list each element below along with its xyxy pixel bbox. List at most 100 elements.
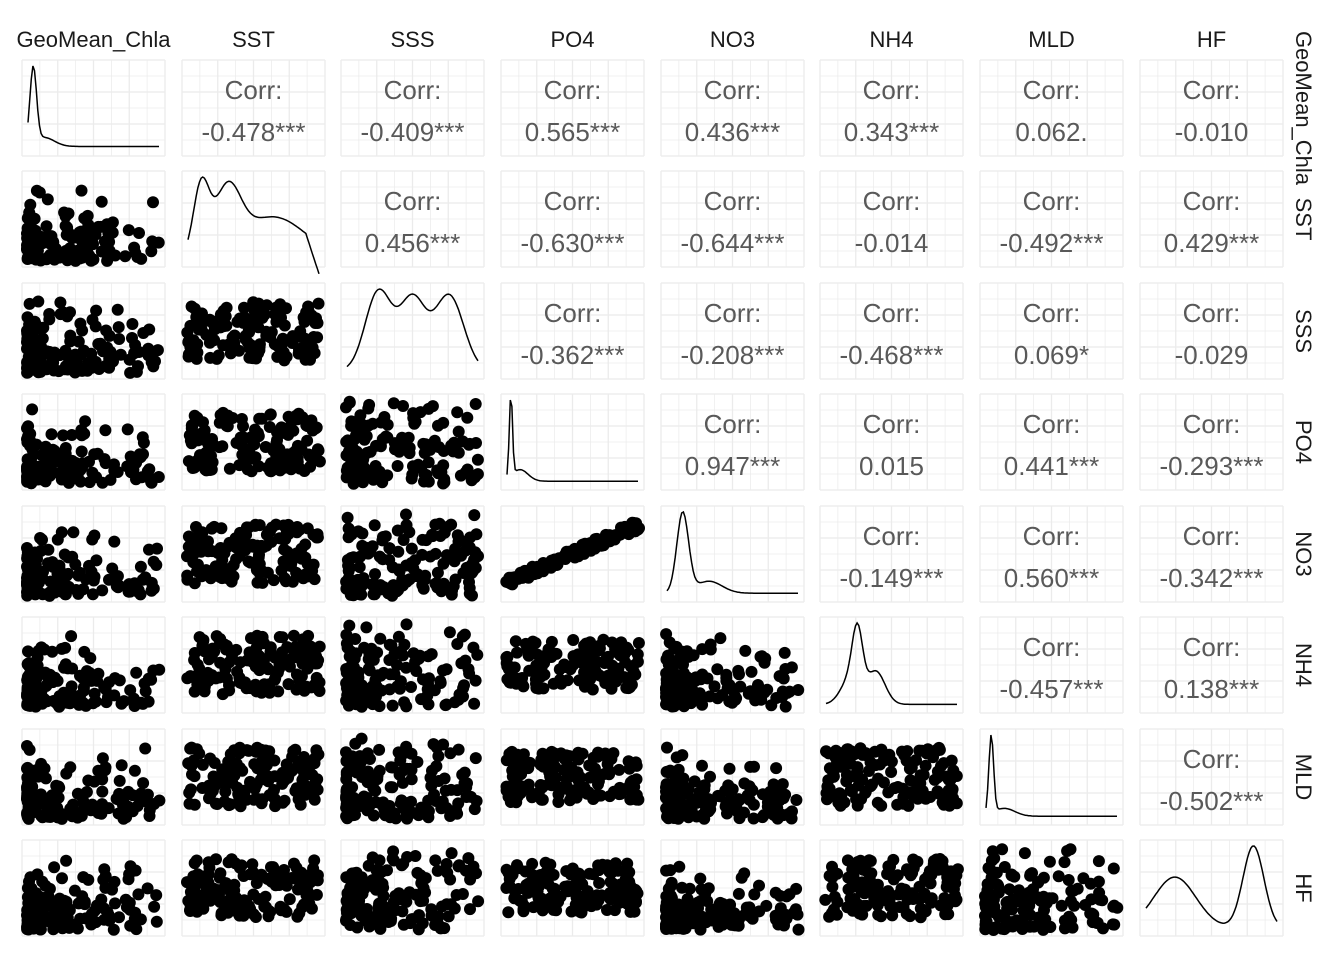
- scatter-point: [262, 663, 275, 676]
- corr-label: Corr:: [225, 75, 283, 105]
- panel-grid: [1139, 282, 1284, 380]
- scatter-point: [74, 912, 87, 925]
- scatter-point: [182, 530, 195, 543]
- scatter-point: [102, 802, 115, 815]
- scatter-point: [848, 904, 861, 917]
- scatter-point: [774, 889, 786, 902]
- scatter-point: [347, 872, 360, 885]
- scatter-point: [194, 894, 207, 907]
- scatter-point: [204, 894, 217, 907]
- scatter-point: [252, 551, 265, 564]
- scatter-point: [360, 903, 373, 915]
- scatter-point: [732, 887, 745, 900]
- scatter-point: [216, 688, 229, 701]
- scatter-point: [220, 672, 233, 685]
- scatter-point: [228, 329, 241, 342]
- scatter-point: [88, 687, 101, 700]
- scatter-point: [443, 626, 456, 639]
- scatter-point: [88, 448, 101, 461]
- scatter-point: [35, 916, 48, 928]
- scatter-point: [249, 759, 262, 772]
- scatter-point: [122, 224, 135, 237]
- scatter-point: [714, 896, 727, 909]
- scatter-point: [76, 671, 89, 684]
- scatter-point: [139, 571, 152, 584]
- scatter-point: [217, 777, 230, 790]
- scatter-point: [694, 796, 707, 808]
- corr-label: Corr:: [1023, 75, 1081, 105]
- scatter-point: [208, 757, 221, 769]
- scatter-point: [933, 787, 946, 800]
- scatter-point: [441, 521, 454, 533]
- scatter-point: [392, 545, 405, 558]
- scatter-point: [826, 880, 839, 893]
- scatter-point: [385, 761, 398, 774]
- scatter-point: [560, 773, 573, 786]
- scatter-point: [55, 473, 68, 486]
- scatter-point: [893, 901, 906, 913]
- scatter-point: [457, 682, 470, 695]
- scatter-point: [871, 879, 883, 891]
- scatter-point: [129, 339, 142, 351]
- scatter-point: [405, 542, 418, 555]
- scatter-point: [295, 670, 308, 683]
- scatter-point: [864, 756, 877, 769]
- panel-grid: [819, 393, 964, 491]
- text-layer: GeoMean_Chla SST SSS PO4 NO3 NH4 MLD HF GeoMean_…: [16, 27, 1316, 903]
- scatter-point: [64, 458, 77, 471]
- scatter-panel: [340, 845, 485, 936]
- panel-grid: [1139, 616, 1284, 714]
- scatter-point: [854, 742, 867, 755]
- scatter-point: [259, 441, 272, 453]
- corr-label: Corr:: [1023, 186, 1081, 216]
- panel-grid: [1139, 393, 1284, 491]
- corr-label: Corr:: [384, 75, 442, 105]
- scatter-point: [234, 656, 247, 669]
- scatter-point: [102, 691, 114, 704]
- scatter-point: [198, 685, 211, 698]
- scatter-point: [823, 910, 836, 923]
- corr-label: Corr:: [1183, 75, 1241, 105]
- scatter-point: [130, 473, 142, 486]
- scatter-point: [118, 695, 130, 708]
- scatter-point: [753, 905, 766, 918]
- scatter-point: [578, 639, 591, 652]
- scatter-point: [121, 460, 134, 473]
- scatter-point: [202, 856, 215, 869]
- scatter-point: [289, 785, 302, 797]
- scatter-point: [124, 684, 137, 697]
- scatter-point: [82, 873, 95, 886]
- scatter-point: [694, 872, 707, 885]
- scatter-point: [297, 311, 310, 324]
- scatter-point: [124, 919, 137, 932]
- scatter-point: [723, 762, 736, 775]
- corr-value: 0.015: [859, 451, 924, 481]
- scatter-point: [677, 778, 690, 791]
- scatter-point: [393, 682, 406, 695]
- scatter-point: [59, 641, 72, 654]
- scatter-point: [86, 588, 99, 601]
- scatter-point: [669, 684, 682, 696]
- scatter-point: [1034, 894, 1047, 907]
- scatter-point: [310, 671, 323, 684]
- scatter-point: [668, 642, 681, 655]
- panel-grid: [660, 505, 805, 603]
- scatter-point: [696, 643, 709, 656]
- scatter-point: [934, 899, 947, 912]
- scatter-point: [1024, 869, 1037, 882]
- scatter-point: [244, 775, 257, 788]
- scatter-point: [457, 690, 469, 703]
- scatter-point: [569, 881, 582, 894]
- scatter-point: [267, 574, 280, 587]
- scatter-point: [1108, 899, 1121, 912]
- scatter-point: [300, 889, 313, 902]
- scatter-point: [97, 245, 109, 257]
- scatter-point: [665, 876, 678, 889]
- scatter-point: [129, 246, 142, 259]
- scatter-point: [527, 901, 540, 914]
- scatter-point: [545, 766, 558, 779]
- scatter-point: [762, 805, 775, 818]
- scatter-point: [96, 584, 109, 597]
- scatter-point: [305, 902, 318, 915]
- panel-grid: [181, 59, 326, 157]
